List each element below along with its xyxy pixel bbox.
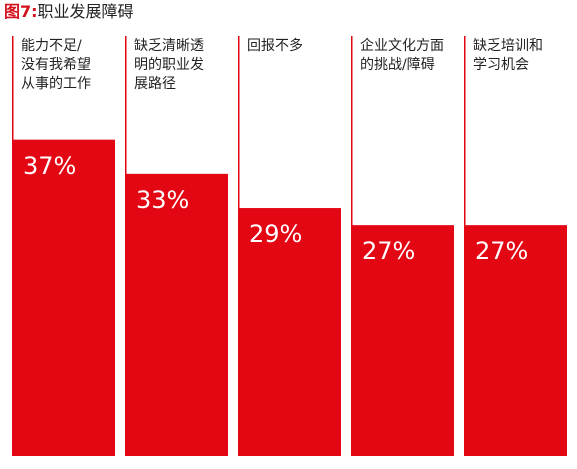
figure-title: 职业发展障碍 [37,2,134,21]
bar [12,139,115,456]
bar [351,225,454,456]
value-label: 29% [249,220,303,249]
bar [464,225,567,456]
category-label: 缺乏培训和 学习机会 [473,38,543,73]
category-label: 缺乏清晰透 明的职业发 展路径 [134,38,204,92]
value-label: 37% [23,151,77,180]
figure-number: 图7: [4,2,38,21]
bar [125,173,228,456]
value-label: 27% [362,237,416,266]
value-label: 27% [475,237,529,266]
chart-title: 图7:职业发展障碍 [4,2,134,22]
bar [238,208,341,456]
category-label: 回报不多 [247,38,303,54]
category-label: 企业文化方面 的挑战/障碍 [360,38,444,73]
category-label: 能力不足/ 没有我希望 从事的工作 [21,38,91,92]
value-label: 33% [136,185,190,214]
